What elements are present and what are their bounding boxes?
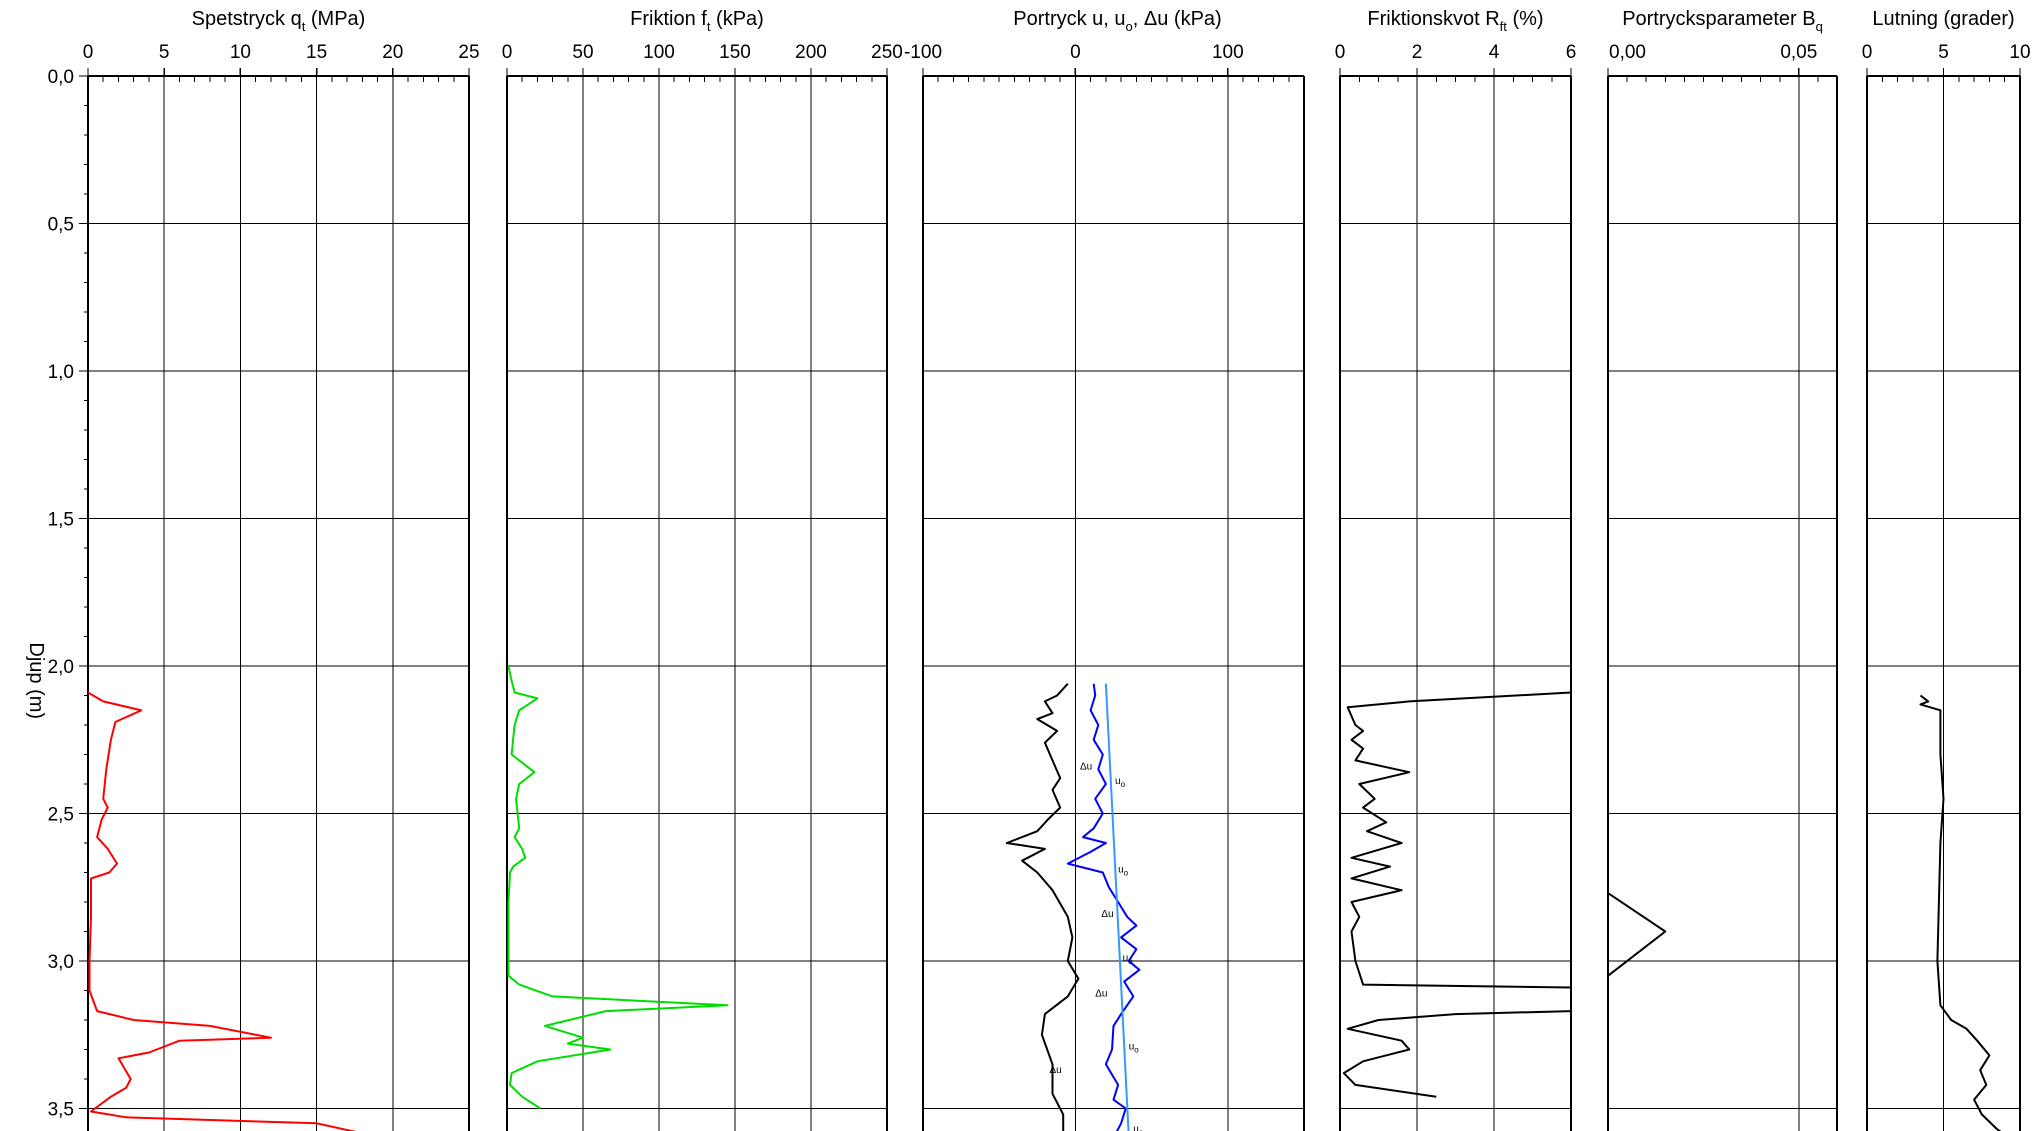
x-tick-label: 0 <box>502 42 513 63</box>
depth-axis-label: Djup (m) <box>25 642 47 719</box>
depth-tick-label: 3,0 <box>48 952 74 973</box>
x-tick-label: 0 <box>83 42 94 63</box>
x-tick-label: 2 <box>1412 42 1423 63</box>
series-line-3 <box>1005 683 1080 1131</box>
panel-title-subscript: q <box>1816 19 1823 34</box>
panel-title: Portrycksparameter Bq <box>1622 8 1823 34</box>
depth-tick-label: 2,5 <box>48 805 74 826</box>
series-line-1 <box>1342 691 1571 1098</box>
series-line-1 <box>88 691 357 1131</box>
panel-title-main: Friktion f <box>630 8 707 30</box>
series-line-1 <box>1608 892 1667 977</box>
panel-title: Friktion ft (kPa) <box>630 8 764 34</box>
series-annotation: uo <box>1133 1124 1144 1131</box>
x-tick-label: 0 <box>1335 42 1346 63</box>
annotation-text: u <box>1123 953 1129 964</box>
x-tick-label: 50 <box>572 42 593 63</box>
panel-title-main: Lutning (grader) <box>1872 8 2014 30</box>
annotation-subscript: o <box>1121 780 1126 789</box>
series-line-1 <box>1919 694 2002 1131</box>
series-annotation: Δu <box>1095 988 1107 999</box>
panel-title-subscript: ft <box>1500 19 1508 34</box>
depth-tick-label: 0,0 <box>48 67 74 88</box>
series-line-1 <box>1066 683 1141 1131</box>
x-tick-label: 5 <box>1938 42 1949 63</box>
depth-tick-label: 1,5 <box>48 510 74 531</box>
annotation-text: u <box>1118 865 1124 876</box>
depth-tick-label: 1,0 <box>48 362 74 383</box>
annotation-text: Δu <box>1101 909 1113 920</box>
panel-title-unit: , Δu (kPa) <box>1133 8 1222 30</box>
panel-title-main: Friktionskvot R <box>1367 8 1499 30</box>
annotation-text: Δu <box>1049 1065 1061 1076</box>
x-tick-label: 0,00 <box>1609 42 1646 63</box>
depth-tick-label: 0,5 <box>48 215 74 236</box>
x-tick-label: 150 <box>719 42 751 63</box>
panel-title: Friktionskvot Rft (%) <box>1367 8 1543 34</box>
annotation-subscript: o <box>1124 869 1129 878</box>
series-annotation: Δu <box>1080 761 1092 772</box>
x-tick-label: 100 <box>643 42 675 63</box>
x-tick-label: 0 <box>1862 42 1873 63</box>
panel-5: 0,00 0,05 Portrycksparameter Bq <box>1607 8 1838 1131</box>
series-annotation: Δu <box>1101 909 1113 920</box>
panel-title: Lutning (grader) <box>1872 8 2014 30</box>
panel-6: 0 5 10 Lutning (grader) <box>1862 8 2031 1131</box>
series-annotation: uo <box>1129 1042 1140 1055</box>
panel-title-subscript: o <box>1126 19 1133 34</box>
x-tick-label: 15 <box>306 42 327 63</box>
x-tick-label: 250 <box>871 42 903 63</box>
x-tick-label: 100 <box>1212 42 1244 63</box>
depth-tick-label: 3,5 <box>48 1100 74 1121</box>
series-annotation: uo <box>1118 865 1129 878</box>
depth-tick-label: 2,0 <box>48 657 74 678</box>
x-tick-label: -100 <box>904 42 942 63</box>
x-tick-label: 200 <box>795 42 827 63</box>
x-tick-label: 10 <box>2009 42 2030 63</box>
x-tick-label: 5 <box>159 42 170 63</box>
panel-title-subscript: t <box>707 19 711 34</box>
annotation-text: u <box>1129 1042 1135 1053</box>
x-tick-label: 0,05 <box>1780 42 1817 63</box>
x-tick-label: 10 <box>230 42 251 63</box>
panel-title: Portryck u, uo, Δu (kPa) <box>1013 8 1221 34</box>
annotation-subscript: o <box>1128 957 1133 966</box>
x-tick-label: 20 <box>382 42 403 63</box>
annotation-text: Δu <box>1095 988 1107 999</box>
annotation-text: Δu <box>1080 761 1092 772</box>
annotation-subscript: o <box>1134 1046 1139 1055</box>
series-annotation: Δu <box>1049 1065 1061 1076</box>
annotation-text: u <box>1133 1124 1139 1131</box>
panel-4: 0 2 4 6 Friktionskvot Rft (%) <box>1335 8 1577 1131</box>
panel-title-main: Portryck u, u <box>1013 8 1125 30</box>
panel-title-subscript: t <box>302 19 306 34</box>
panel-title-unit: (MPa) <box>305 8 365 30</box>
x-tick-label: 6 <box>1566 42 1577 63</box>
x-tick-label: 4 <box>1489 42 1500 63</box>
panel-title-main: Spetstryck q <box>192 8 302 30</box>
panel-title: Spetstryck qt (MPa) <box>192 8 366 34</box>
series-line-1 <box>507 665 729 1110</box>
series-annotation: uo <box>1115 776 1126 789</box>
panel-1: 0 5 10 15 20 25 Spetstryck qt (MPa) <box>83 8 480 1131</box>
panel-2: 0 50 100 150 200 250 Friktion ft (kPa) <box>502 8 903 1131</box>
x-tick-label: 0 <box>1070 42 1081 63</box>
series-annotation: uo <box>1123 953 1134 966</box>
panel-title-unit: (kPa) <box>710 8 763 30</box>
x-tick-label: 25 <box>458 42 479 63</box>
series-line-2 <box>1104 683 1130 1131</box>
annotation-text: u <box>1115 776 1121 787</box>
annotation-subscript: o <box>1139 1128 1144 1131</box>
depth-axis: 0,0 0,5 1,0 1,5 2,0 2,5 3,0 3,5 Djup (m) <box>25 67 88 1121</box>
panel-title-unit: (%) <box>1507 8 1544 30</box>
panel-title-main: Portrycksparameter B <box>1622 8 1815 30</box>
